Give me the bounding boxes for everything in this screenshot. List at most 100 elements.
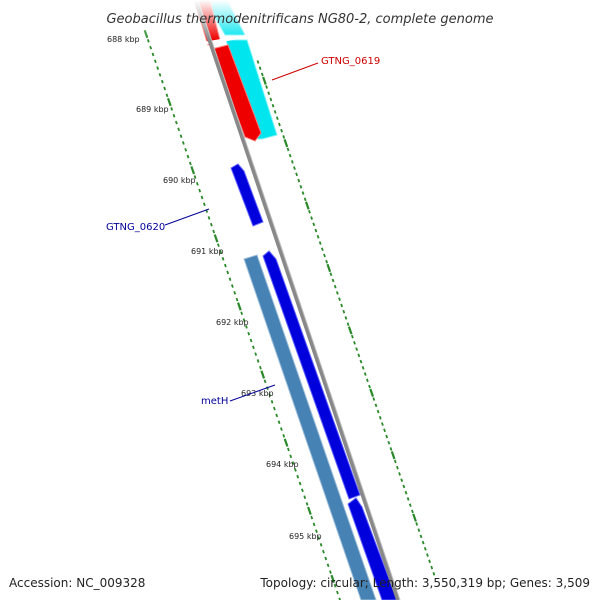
gene-feature-blue-long-2[interactable] <box>347 497 398 600</box>
minor-tick <box>385 434 389 439</box>
gene-feature-meth[interactable] <box>243 254 377 600</box>
minor-tick <box>317 536 321 540</box>
minor-tick <box>280 427 283 431</box>
minor-tick <box>256 359 260 363</box>
minor-tick <box>170 107 174 111</box>
minor-tick <box>351 334 354 339</box>
outer-tick-track <box>256 60 436 576</box>
minor-tick <box>153 59 157 64</box>
minor-tick <box>271 103 275 108</box>
minor-tick <box>291 461 295 465</box>
minor-tick <box>320 247 324 252</box>
map-title: Geobacillus thermodenitrificans NG80-2, … <box>106 12 493 27</box>
minor-tick <box>303 197 307 202</box>
minor-tick <box>359 359 363 364</box>
minor-tick <box>301 488 304 493</box>
minor-tick <box>421 540 425 545</box>
minor-tick <box>393 459 397 464</box>
svg-text:GTNG_0619: GTNG_0619 <box>321 56 380 67</box>
minor-tick <box>357 353 361 358</box>
gene-feature-blue-long[interactable] <box>262 250 361 500</box>
minor-tick <box>372 397 376 401</box>
minor-tick <box>280 128 283 133</box>
minor-tick <box>319 543 323 547</box>
minor-tick <box>387 440 391 445</box>
minor-tick <box>308 209 311 214</box>
major-tick <box>390 451 396 460</box>
minor-tick <box>260 72 264 77</box>
minor-tick <box>417 528 421 532</box>
minor-tick <box>269 97 273 102</box>
minor-tick <box>286 147 290 152</box>
minor-tick <box>212 229 216 234</box>
minor-tick <box>198 188 202 193</box>
minor-tick <box>368 384 371 389</box>
minor-tick <box>316 234 320 239</box>
minor-tick <box>432 572 436 576</box>
major-tick <box>283 438 289 447</box>
minor-tick <box>259 365 262 370</box>
tick-label: 690 kbp <box>163 176 196 185</box>
minor-tick <box>254 352 258 356</box>
tick-label: 693 kbp <box>241 389 274 398</box>
minor-tick <box>381 422 384 426</box>
gene-feature-blue-gtng-0620[interactable] <box>230 163 264 227</box>
minor-tick <box>209 222 213 227</box>
minor-tick <box>288 153 292 158</box>
minor-tick <box>179 134 183 138</box>
minor-tick <box>245 325 248 329</box>
minor-tick <box>256 60 260 64</box>
accession-text: Accession: NC_009328 <box>9 576 146 590</box>
minor-tick <box>326 563 330 568</box>
minor-tick <box>396 465 399 470</box>
minor-tick <box>224 263 227 268</box>
minor-tick <box>325 259 329 264</box>
minor-tick <box>346 322 350 326</box>
minor-tick <box>408 503 412 507</box>
gene-label-meth[interactable]: metH <box>201 384 276 407</box>
major-tick <box>347 326 353 335</box>
minor-tick <box>258 66 262 71</box>
minor-tick <box>275 116 279 120</box>
minor-tick <box>402 484 406 489</box>
minor-tick <box>301 191 305 195</box>
minor-tick <box>335 291 339 295</box>
minor-tick <box>270 399 274 404</box>
major-tick <box>369 388 375 397</box>
minor-tick <box>181 141 185 145</box>
minor-tick <box>268 393 272 397</box>
major-tick <box>262 76 267 85</box>
minor-tick <box>398 472 401 476</box>
minor-tick <box>296 474 300 479</box>
minor-tick <box>406 497 410 501</box>
minor-tick <box>324 556 328 561</box>
minor-tick <box>249 338 253 343</box>
tick-label: 691 kbp <box>191 247 224 256</box>
minor-tick <box>242 318 246 322</box>
minor-tick <box>353 341 356 345</box>
minor-tick <box>331 278 335 283</box>
gene-label-gtng-0619[interactable]: GTNG_0619 <box>271 56 380 81</box>
minor-tick <box>233 291 237 295</box>
minor-tick <box>195 182 199 186</box>
minor-tick <box>282 135 286 139</box>
minor-tick <box>207 216 211 220</box>
major-tick <box>167 97 172 107</box>
minor-tick <box>333 284 337 289</box>
genome-summary-text: Topology: circular; Length: 3,550,319 bp… <box>260 576 590 590</box>
major-tick <box>326 263 332 273</box>
minor-tick <box>186 154 190 159</box>
minor-tick <box>323 253 326 258</box>
minor-tick <box>295 172 298 177</box>
minor-tick <box>342 309 346 314</box>
minor-tick <box>333 583 337 588</box>
svg-text:metH: metH <box>201 396 228 407</box>
gene-label-gtng-0620[interactable]: GTNG_0620 <box>106 208 210 233</box>
minor-tick <box>363 372 367 376</box>
minor-tick <box>426 553 429 557</box>
minor-tick <box>299 185 303 189</box>
minor-tick <box>303 495 307 499</box>
minor-tick <box>338 597 341 600</box>
minor-tick <box>188 161 192 166</box>
